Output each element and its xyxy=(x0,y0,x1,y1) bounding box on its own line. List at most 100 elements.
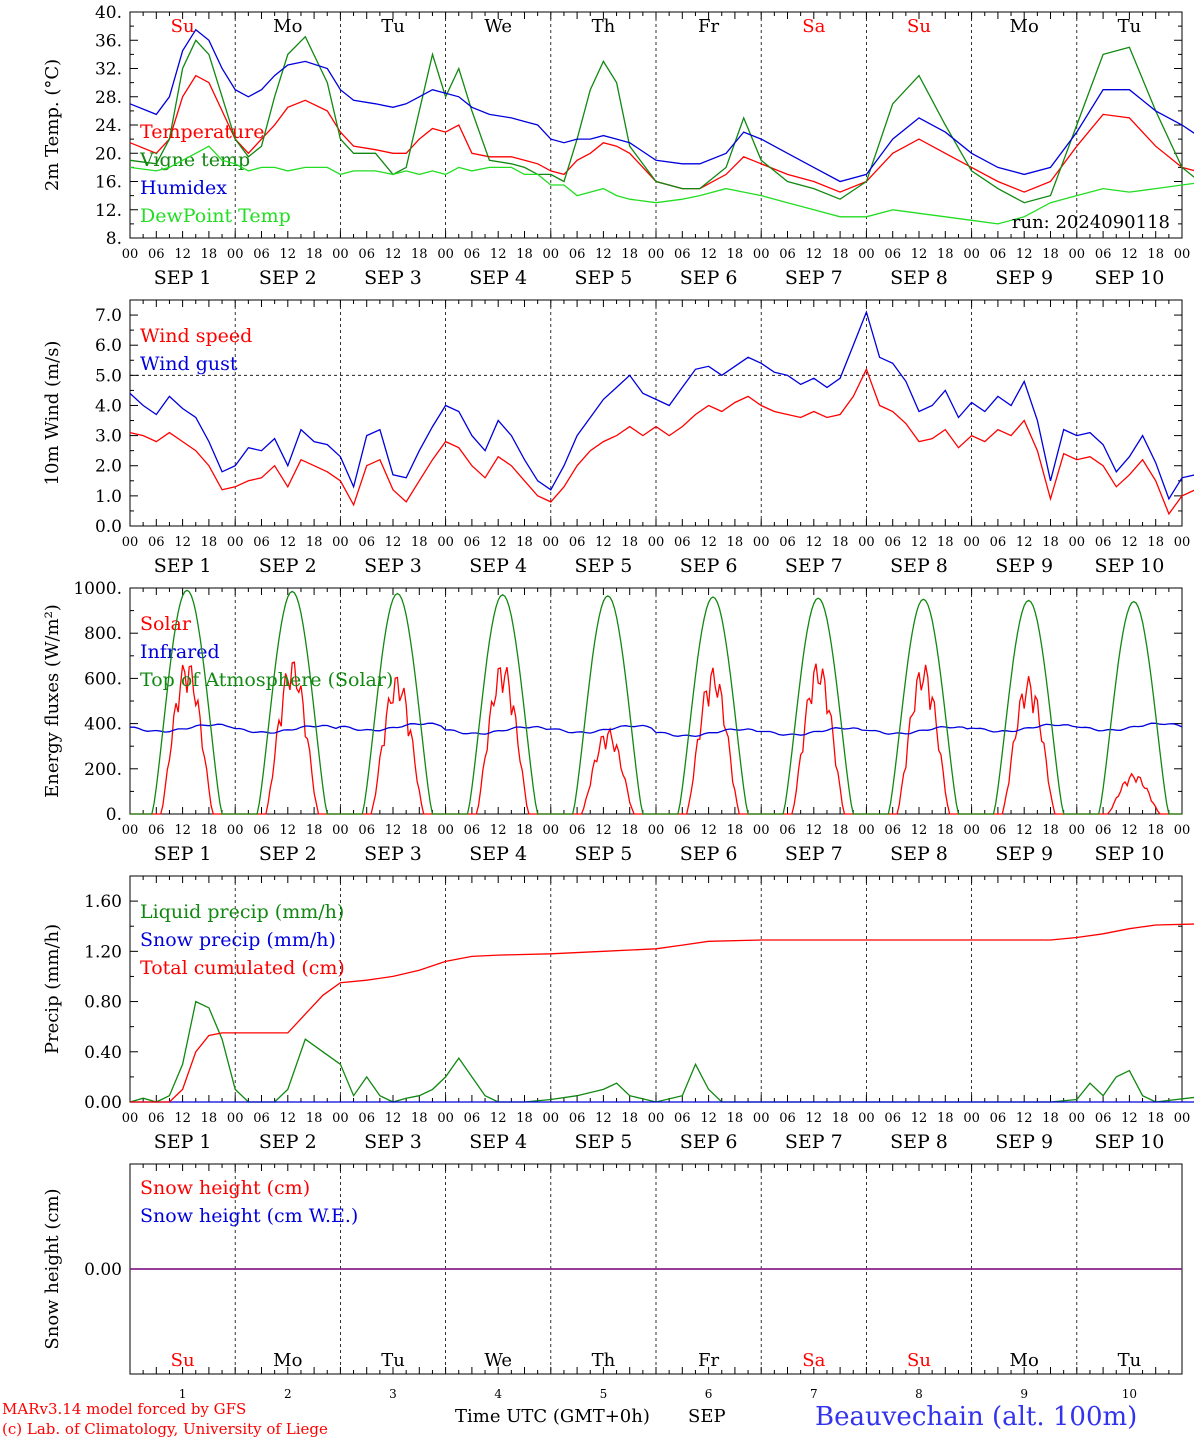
day-number: 6 xyxy=(705,1387,713,1401)
hour-label: 18 xyxy=(516,1111,533,1126)
y-axis-label: Energy fluxes (W/m²) xyxy=(42,604,63,798)
hour-label: 18 xyxy=(621,535,638,550)
hour-label: 18 xyxy=(937,823,954,838)
day-number: 2 xyxy=(284,1387,292,1401)
hour-label: 18 xyxy=(832,247,849,262)
day-abbr: Th xyxy=(592,16,616,37)
date-label: SEP 4 xyxy=(469,1131,527,1153)
date-label: SEP 3 xyxy=(364,843,422,865)
hour-label: 06 xyxy=(253,1111,270,1126)
hour-label: 12 xyxy=(174,535,191,550)
day-abbr: Su xyxy=(171,16,195,37)
hour-label: 06 xyxy=(569,1111,586,1126)
day-abbr: Tu xyxy=(381,1350,405,1371)
series-line-vigne-temp xyxy=(129,35,1194,204)
hour-label: 12 xyxy=(595,1111,612,1126)
hour-label: 12 xyxy=(280,535,297,550)
hour-label: 18 xyxy=(411,535,428,550)
panel-3: 0. 200. 400. 600. 800. 1000. Energy fluxes (W/… xyxy=(42,579,1190,865)
hour-label: 06 xyxy=(884,823,901,838)
y-tick-label: 32. xyxy=(95,60,122,80)
day-abbr: Tu xyxy=(1118,16,1142,37)
date-label: SEP 5 xyxy=(574,1131,632,1153)
legend-entry: Humidex xyxy=(140,177,227,199)
series-line-liquid-precip-mm-h- xyxy=(129,1000,1194,1103)
day-number: 7 xyxy=(810,1387,818,1401)
hour-label: 00 xyxy=(648,535,665,550)
time-axis-label: Time UTC (GMT+0h) xyxy=(455,1406,650,1427)
y-tick-label: 7.0 xyxy=(95,306,122,326)
date-label: SEP 10 xyxy=(1094,267,1164,289)
hour-label: 06 xyxy=(358,247,375,262)
hour-label: 00 xyxy=(437,247,454,262)
hour-label: 06 xyxy=(569,247,586,262)
hour-label: 00 xyxy=(963,823,980,838)
hour-label: 00 xyxy=(332,823,349,838)
day-abbr: Sa xyxy=(802,16,825,37)
hour-label: 00 xyxy=(437,823,454,838)
hour-label: 00 xyxy=(1174,247,1191,262)
hour-label: 18 xyxy=(832,535,849,550)
date-label: SEP 9 xyxy=(995,1131,1053,1153)
month-label: SEP xyxy=(688,1406,726,1427)
date-label: SEP 3 xyxy=(364,1131,422,1153)
hour-label: 18 xyxy=(1042,1111,1059,1126)
hour-label: 18 xyxy=(411,823,428,838)
day-number: 5 xyxy=(600,1387,608,1401)
date-label: SEP 7 xyxy=(785,267,843,289)
hour-label: 06 xyxy=(253,823,270,838)
hour-label: 06 xyxy=(990,1111,1007,1126)
y-tick-label: 0.40 xyxy=(84,1043,122,1063)
hour-label: 18 xyxy=(1042,535,1059,550)
hour-label: 06 xyxy=(674,535,691,550)
hour-label: 12 xyxy=(911,535,928,550)
hour-label: 12 xyxy=(174,247,191,262)
hour-label: 06 xyxy=(674,823,691,838)
hour-label: 00 xyxy=(543,535,560,550)
hour-label: 00 xyxy=(227,535,244,550)
hour-label: 00 xyxy=(1069,823,1086,838)
hour-label: 12 xyxy=(174,1111,191,1126)
y-tick-label: 16. xyxy=(95,173,122,193)
day-abbr: Mo xyxy=(1010,1350,1039,1371)
date-label: SEP 10 xyxy=(1094,1131,1164,1153)
date-label: SEP 7 xyxy=(785,843,843,865)
hour-label: 12 xyxy=(911,823,928,838)
series-line-humidex xyxy=(129,28,1194,183)
y-tick-label: 0.80 xyxy=(84,993,122,1013)
y-tick-label: 0.00 xyxy=(84,1093,122,1113)
date-label: SEP 8 xyxy=(890,843,948,865)
y-tick-label: 5.0 xyxy=(95,366,122,386)
run-annotation: run: 2024090118 xyxy=(1012,212,1170,233)
panel-4: 0.00 0.40 0.80 1.20 1.60 Precip (mm/h) Liquid … xyxy=(42,875,1194,1153)
y-tick-label: 40. xyxy=(95,3,122,23)
hour-label: 06 xyxy=(358,823,375,838)
date-label: SEP 2 xyxy=(259,843,317,865)
y-tick-label: 6.0 xyxy=(95,336,122,356)
day-number: 8 xyxy=(915,1387,923,1401)
date-label: SEP 1 xyxy=(154,1131,212,1153)
hour-label: 06 xyxy=(569,823,586,838)
hour-label: 12 xyxy=(911,1111,928,1126)
hour-label: 00 xyxy=(437,1111,454,1126)
y-tick-label: 36. xyxy=(95,31,122,51)
hour-label: 00 xyxy=(1174,1111,1191,1126)
y-tick-label: 2.0 xyxy=(95,457,122,477)
panel-5: 0.00 Snow height (cm) Snow height (cm) Snow… xyxy=(42,1163,1183,1401)
y-axis-label: 10m Wind (m/s) xyxy=(42,341,63,486)
hour-label: 00 xyxy=(1069,247,1086,262)
day-number: 1 xyxy=(179,1387,187,1401)
day-abbr: Fr xyxy=(698,1350,719,1371)
hour-label: 06 xyxy=(1095,1111,1112,1126)
hour-label: 18 xyxy=(411,1111,428,1126)
hour-label: 06 xyxy=(358,535,375,550)
hour-label: 12 xyxy=(1016,823,1033,838)
hour-label: 06 xyxy=(779,247,796,262)
hour-label: 12 xyxy=(385,823,402,838)
hour-label: 00 xyxy=(543,823,560,838)
day-abbr: Fr xyxy=(698,16,719,37)
hour-label: 00 xyxy=(963,1111,980,1126)
y-tick-label: 0. xyxy=(106,805,122,825)
hour-label: 00 xyxy=(122,1111,139,1126)
